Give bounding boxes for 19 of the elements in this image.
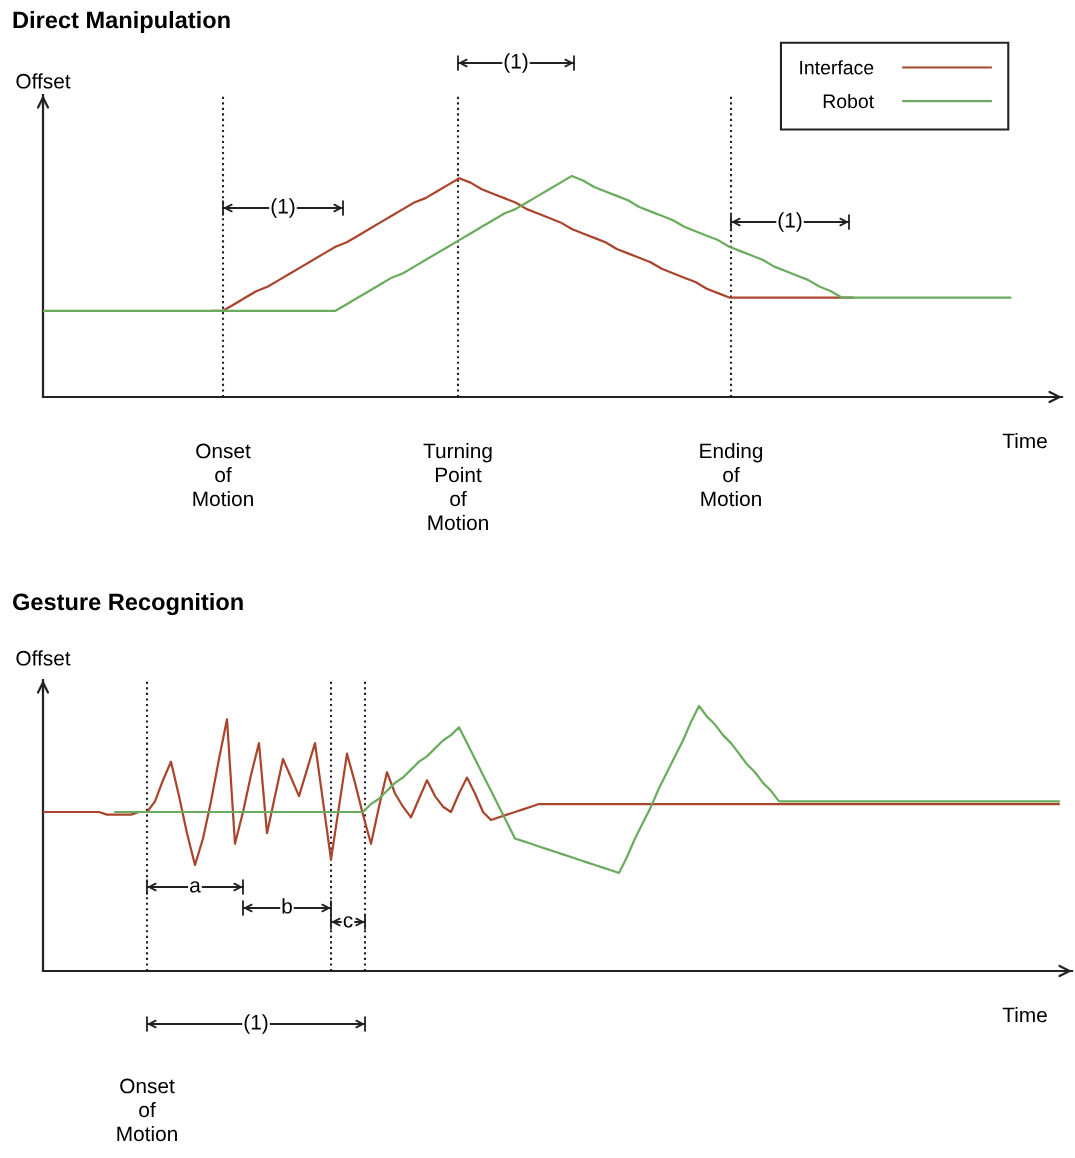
text: Onset of Motion bbox=[193, 443, 253, 507]
chart-title: Direct Manipulation bbox=[13, 11, 230, 33]
x-axis-title: Time bbox=[1002, 433, 1047, 449]
x-axis-title: Time bbox=[1002, 1007, 1047, 1023]
y-axis-title: Offset bbox=[16, 73, 71, 89]
annotation: (1) bbox=[271, 198, 295, 218]
y-axis-title: Offset bbox=[16, 650, 71, 666]
text: (1) bbox=[244, 1014, 268, 1034]
annotation: c bbox=[343, 916, 353, 928]
text: Onset of Motion bbox=[117, 1078, 177, 1142]
text: (1) bbox=[504, 53, 528, 73]
annotation: a bbox=[190, 881, 201, 893]
legend-label: Robot bbox=[823, 93, 874, 109]
text: Turning Point of Motion bbox=[423, 443, 492, 531]
text: Ending of Motion bbox=[700, 443, 763, 507]
legend-label: Interface bbox=[800, 60, 874, 75]
annotation: (1) bbox=[778, 212, 802, 232]
annotation: b bbox=[282, 898, 292, 914]
chart-title: Gesture Recognition bbox=[12, 592, 243, 616]
